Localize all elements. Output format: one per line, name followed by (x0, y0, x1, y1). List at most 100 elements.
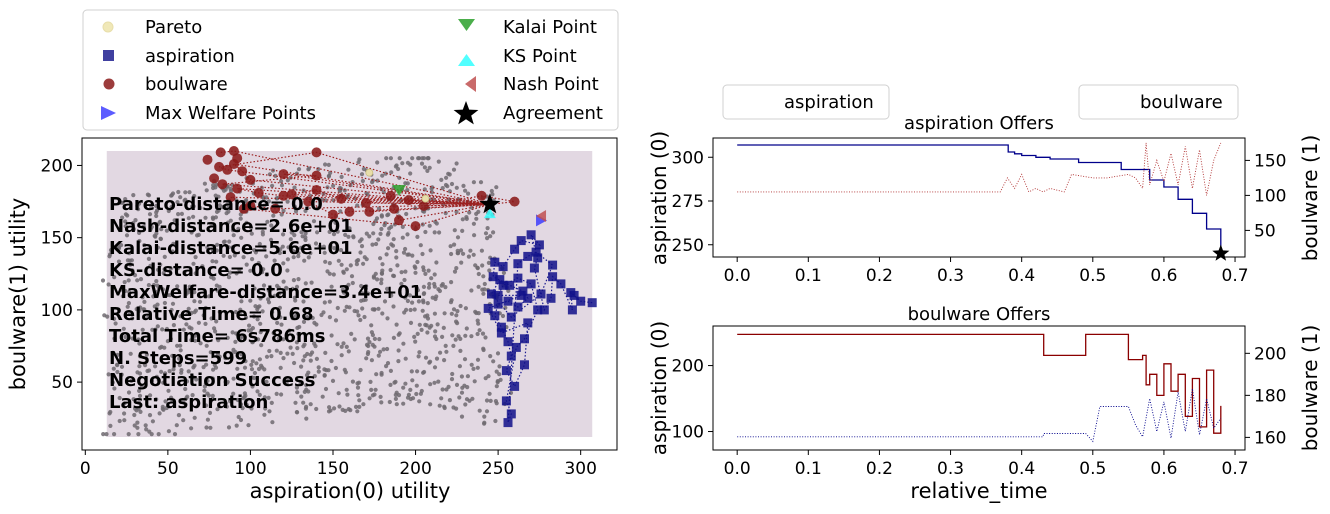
outcome-dot (306, 389, 311, 394)
outcome-dot (127, 290, 132, 295)
outcome-dot (215, 352, 220, 357)
outcome-dot (329, 358, 334, 364)
outcome-dot (260, 309, 265, 314)
outcome-dot (122, 411, 127, 416)
outcome-dot (347, 226, 352, 231)
outcome-dot (241, 255, 246, 260)
outcome-dot (481, 347, 486, 353)
scatter-axes: 0 50 100 150 200 250 300 50 100 150 200 (41, 156, 597, 479)
outcome-dot (197, 299, 203, 304)
y-tick-label-right: 100 (1254, 186, 1286, 206)
outcome-dot (292, 360, 297, 366)
outcome-dot (273, 173, 278, 178)
outcome-dot (293, 298, 298, 303)
boulware-offers-axes: 0.0 0.1 0.2 0.3 0.4 0.5 0.6 0.7 100 200 160 180 200 (672, 344, 1287, 479)
outcome-dot (422, 291, 427, 296)
outcome-dot (290, 316, 295, 321)
y-tick-label-right: 50 (1254, 221, 1276, 241)
outcome-dot (161, 271, 166, 276)
outcome-dot (119, 372, 124, 377)
outcome-dot (140, 327, 145, 332)
outcome-dot (295, 410, 300, 415)
annotation-line: KS-distance= 0.0 (109, 260, 283, 281)
outcome-dot (183, 386, 188, 392)
outcome-dot (403, 181, 408, 186)
boulware-offer-point (410, 221, 421, 232)
y-tick-label-left: 300 (672, 148, 704, 168)
outcome-dot (201, 313, 206, 318)
outcome-dot (201, 365, 206, 370)
outcome-dot (449, 181, 455, 187)
outcome-dot (176, 189, 181, 195)
outcome-dot (202, 384, 207, 389)
outcome-dot (294, 284, 300, 289)
outcome-dot (337, 188, 342, 193)
outcome-dot (187, 284, 192, 289)
outcome-dot (292, 204, 297, 209)
outcome-dot (191, 214, 196, 219)
outcome-dot (360, 178, 365, 184)
outcome-dot (185, 311, 190, 316)
outcome-dot (421, 300, 426, 305)
outcome-dot (203, 294, 208, 299)
outcome-dot (331, 183, 336, 188)
outcome-dot (299, 394, 304, 399)
outcome-dot (223, 356, 228, 361)
aspiration-offer-point (523, 293, 533, 303)
outcome-dot (331, 198, 336, 203)
legend-label: boulware (1140, 92, 1223, 113)
outcome-dot (423, 271, 428, 276)
outcome-dot (497, 364, 502, 369)
outcome-dot (337, 404, 342, 409)
outcome-dot (284, 381, 289, 386)
outcome-dot (373, 387, 378, 392)
outcome-dot (477, 408, 482, 413)
outcome-dot (150, 419, 155, 424)
annotation-line: Nash-distance=2.6e+01 (109, 216, 353, 237)
outcome-dot (250, 359, 255, 364)
outcome-dot (417, 322, 422, 327)
outcome-dot (355, 381, 360, 386)
outcome-dot (336, 391, 341, 396)
outcome-dot (376, 237, 381, 242)
outcome-dot (403, 246, 408, 252)
outcome-dot (440, 186, 445, 191)
boulware-offers-frame (712, 325, 1246, 451)
outcome-dot (196, 232, 201, 237)
series-line (737, 388, 1222, 443)
aspiration-offer-point (506, 409, 516, 419)
outcome-dot (286, 245, 291, 250)
outcome-dot (246, 423, 251, 428)
outcome-dot (391, 273, 397, 279)
outcome-dot (295, 346, 300, 351)
outcome-dot (155, 289, 160, 294)
outcome-dot (372, 344, 377, 349)
outcome-dot (469, 362, 474, 367)
boulware-offer-point (403, 195, 414, 206)
outcome-dot (108, 423, 113, 428)
aspiration-offers-frame (712, 137, 1246, 258)
outcome-dot (285, 351, 290, 356)
outcome-dot (238, 216, 243, 221)
outcome-dot (270, 310, 275, 315)
outcome-dot (258, 296, 263, 301)
outcome-dot (217, 203, 222, 208)
outcome-dot (189, 230, 194, 235)
outcome-dot (354, 262, 359, 267)
outcome-dot (301, 358, 306, 363)
aspiration-offer-point (496, 328, 506, 338)
outcome-dot (418, 391, 423, 396)
outcome-dot (384, 156, 389, 161)
outcome-dot (156, 286, 162, 291)
outcome-dot (131, 220, 136, 226)
outcome-dot (410, 378, 415, 383)
aspiration-offer-point (498, 262, 508, 272)
outcome-dot (454, 266, 459, 271)
outcome-dot (427, 165, 432, 170)
outcome-dot (213, 365, 219, 370)
outcome-dot (285, 199, 290, 204)
outcome-dot (122, 401, 127, 406)
outcome-dot (226, 275, 232, 280)
outcome-dot (434, 294, 439, 299)
outcome-dot (271, 331, 276, 336)
